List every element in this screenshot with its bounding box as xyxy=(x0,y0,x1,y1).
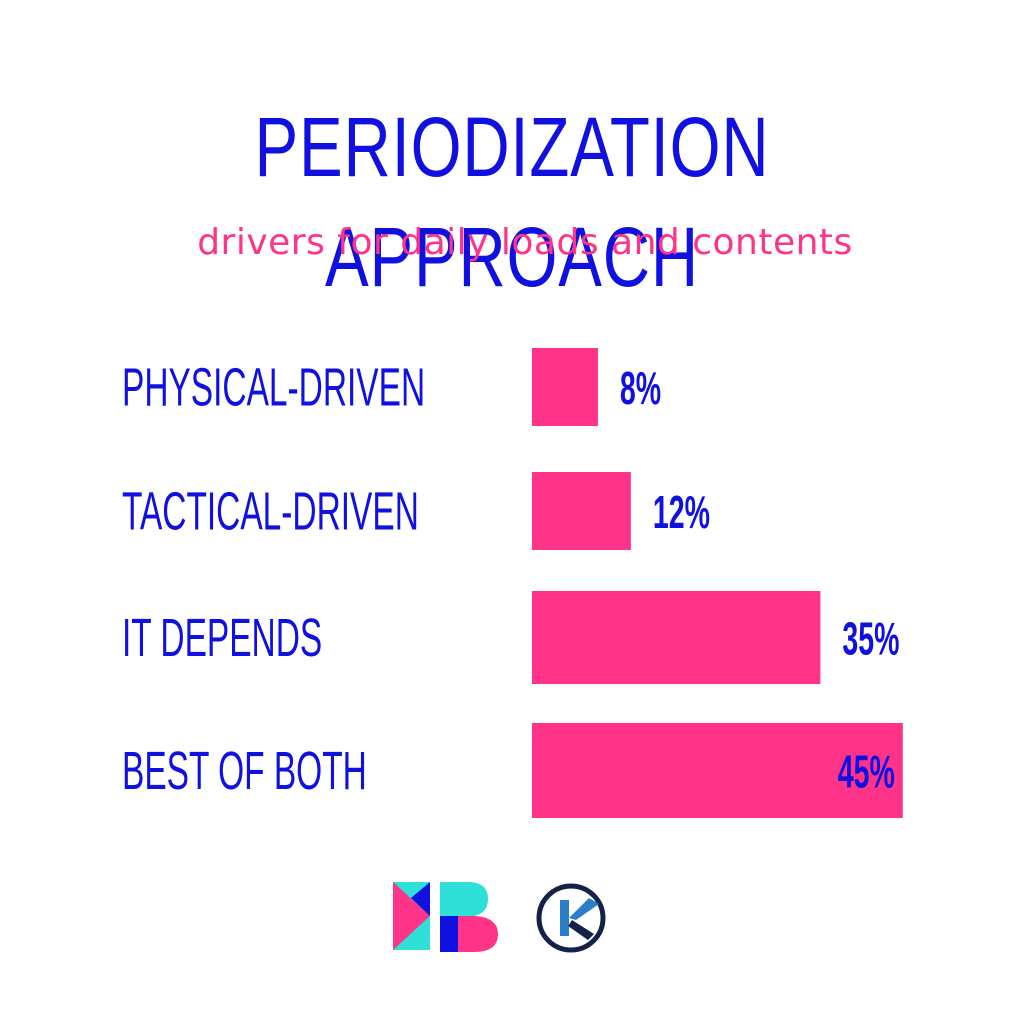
chart-subtitle: drivers for daily loads and contents xyxy=(197,222,853,263)
category-label: TACTICAL-DRIVEN xyxy=(122,480,419,541)
data-label: 12% xyxy=(653,487,710,539)
chart-title: PERIODIZATION APPROACH xyxy=(254,100,770,304)
bar xyxy=(532,472,631,550)
data-label: 8% xyxy=(620,363,661,415)
bar xyxy=(532,723,903,818)
category-label: PHYSICAL-DRIVEN xyxy=(122,356,425,417)
k-circle-logo-icon xyxy=(536,883,606,953)
data-label: 35% xyxy=(842,614,899,666)
bar xyxy=(532,348,598,426)
brand-logos xyxy=(393,882,606,953)
mb-logo-icon xyxy=(393,882,498,952)
category-label: IT DEPENDS xyxy=(122,607,322,668)
category-label: BEST OF BOTH xyxy=(122,740,367,801)
bar-chart: PHYSICAL-DRIVEN 8% TACTICAL-DRIVEN 12% IT DE… xyxy=(122,348,903,818)
bar xyxy=(532,591,821,684)
data-label: 45% xyxy=(838,747,895,799)
